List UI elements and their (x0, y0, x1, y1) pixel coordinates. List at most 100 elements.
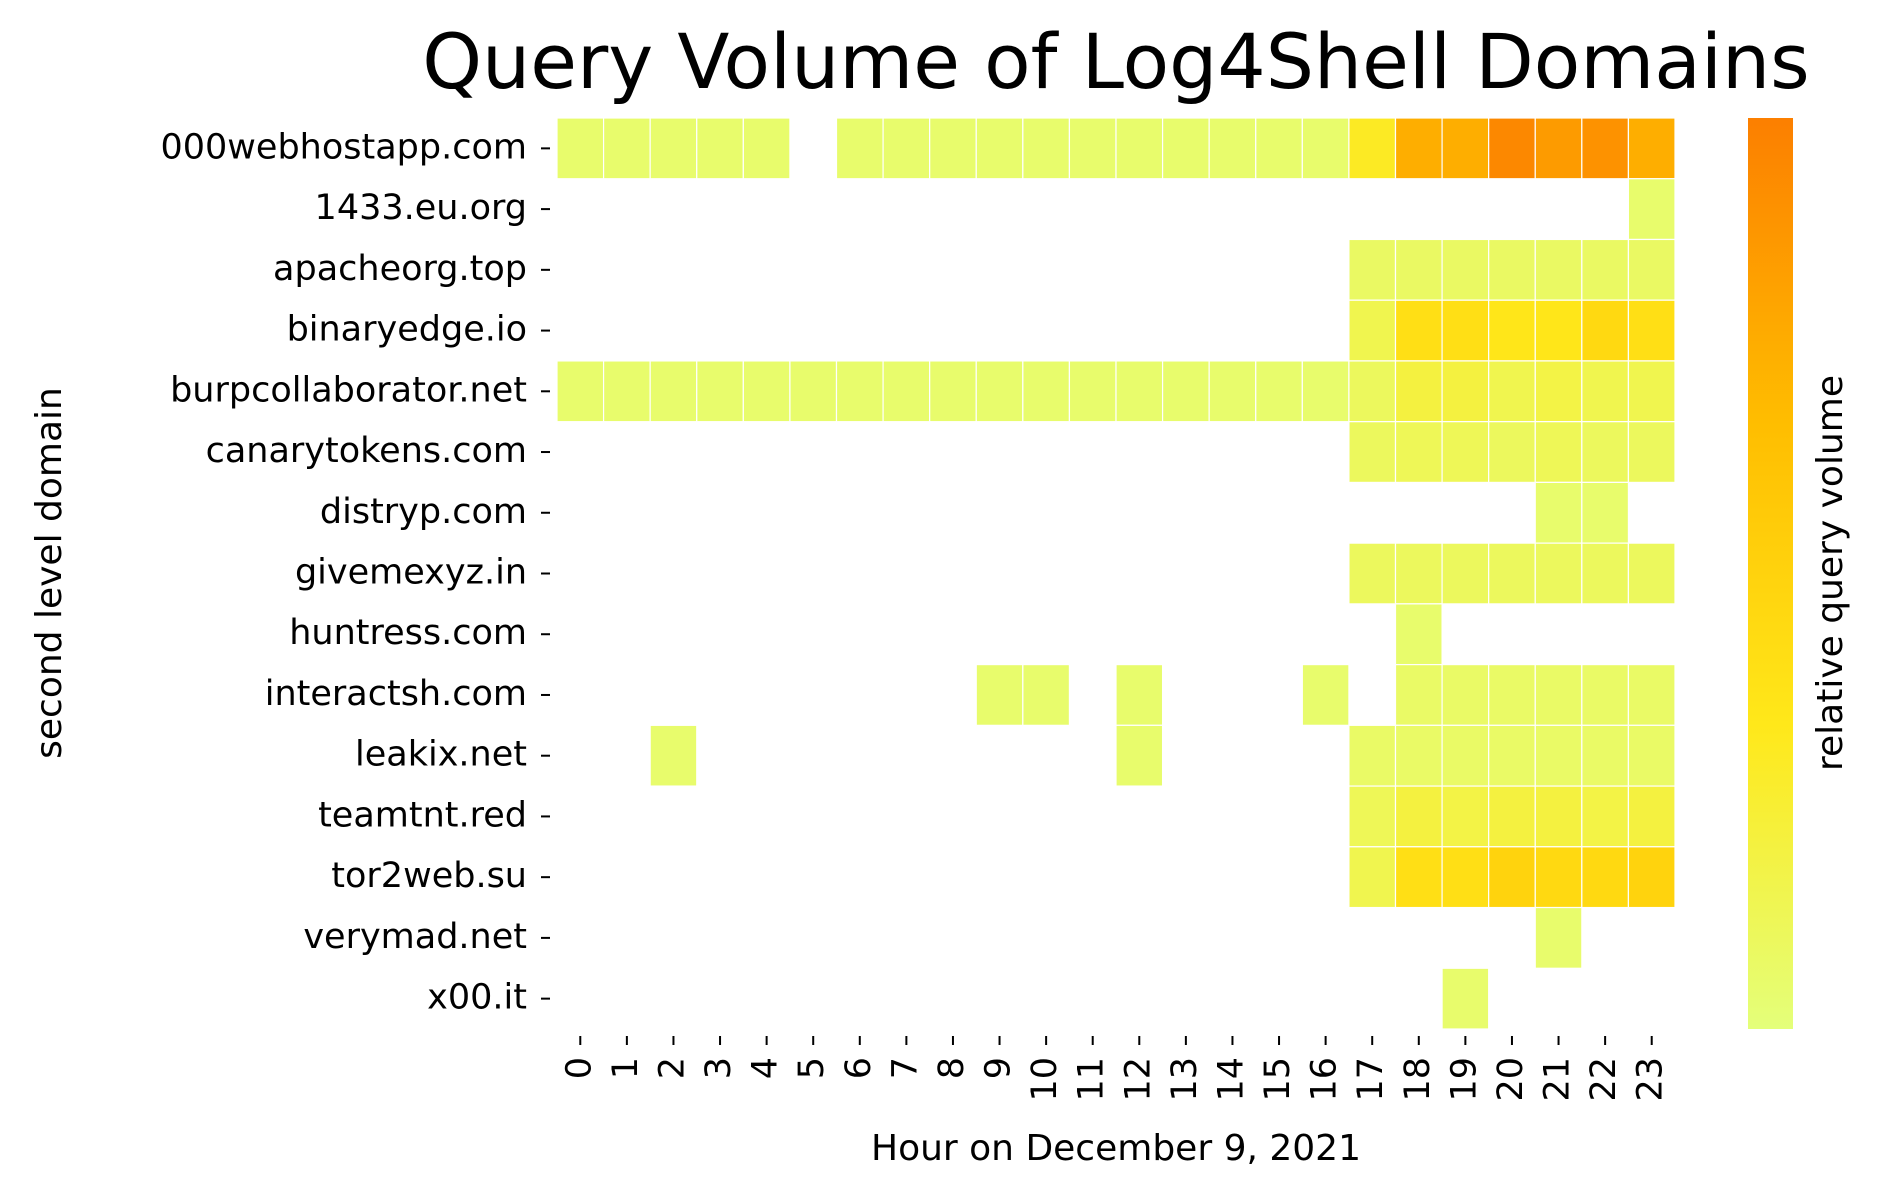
heatmap-cell (742, 117, 791, 180)
heatmap-cell (649, 724, 698, 787)
heatmap-cell (1627, 299, 1676, 362)
heatmap-cell (1348, 360, 1397, 423)
x-tick-label: 1 (606, 1057, 646, 1079)
x-tick-label: 19 (1444, 1057, 1484, 1102)
x-tick-label: 16 (1305, 1057, 1345, 1102)
heatmap-cell (1348, 542, 1397, 605)
heatmap-cell (1581, 238, 1630, 301)
heatmap-cell (1488, 299, 1536, 362)
heatmap-cell (929, 360, 977, 423)
x-tick-label: 15 (1258, 1057, 1298, 1102)
heatmap-cell (1581, 421, 1630, 483)
y-tick-label: tor2web.su (331, 856, 527, 896)
heatmap-cell (1441, 117, 1490, 180)
heatmap-cell (1161, 117, 1210, 180)
heatmap-cell (1255, 117, 1303, 180)
heatmap-cell (1534, 542, 1583, 605)
y-tick-label: teamtnt.red (318, 795, 527, 835)
colorbar-label: relative query volume (1810, 375, 1851, 771)
heatmap-cell (1441, 542, 1490, 605)
heatmap-cell (1441, 663, 1490, 726)
heatmap-cell (1394, 421, 1443, 483)
heatmap-cell (1394, 238, 1443, 301)
heatmap-cell (1115, 663, 1164, 726)
heatmap-cell (1068, 117, 1117, 180)
heatmap-cell (1534, 481, 1583, 544)
heatmap-cell (1394, 724, 1443, 787)
y-tick-label: x00.it (427, 978, 527, 1018)
heatmap-cell (1022, 663, 1071, 726)
heatmap-cell (1348, 299, 1397, 362)
heatmap-cell (1627, 178, 1676, 241)
heatmap-cell (1534, 299, 1583, 362)
heatmap-cell (1627, 785, 1676, 848)
heatmap-cell (1534, 906, 1583, 969)
heatmap-cell (696, 117, 744, 180)
heatmap-cell (975, 117, 1024, 180)
x-tick-label: 0 (559, 1057, 599, 1079)
y-axis-label: second level domain (29, 387, 70, 759)
x-tick-label: 3 (699, 1057, 739, 1079)
heatmap-cell (1488, 117, 1536, 180)
heatmap-cell (789, 360, 838, 423)
heatmap-cell (975, 663, 1024, 726)
heatmap-cell (835, 117, 884, 180)
heatmap-cell (1581, 481, 1630, 544)
heatmap-cell (602, 117, 651, 180)
colorbar (1748, 118, 1793, 1029)
heatmap-cell (1394, 542, 1443, 605)
heatmap-cell (1394, 846, 1443, 909)
x-tick-label: 8 (932, 1057, 972, 1079)
y-tick-label: binaryedge.io (287, 310, 527, 350)
heatmap-cell (649, 360, 698, 423)
heatmap-cell (1441, 238, 1490, 301)
heatmap-cell (1534, 724, 1583, 787)
heatmap-cell (1441, 846, 1490, 909)
heatmap-cell (1208, 360, 1257, 423)
heatmap-cell (1022, 360, 1071, 423)
heatmap-cell (1581, 299, 1630, 362)
heatmap-cell (1627, 846, 1676, 909)
heatmap-cell (556, 117, 605, 180)
heatmap-cell (1581, 846, 1630, 909)
heatmap-cell (835, 360, 884, 423)
x-tick-label: 11 (1072, 1057, 1112, 1102)
heatmap-cell (1208, 117, 1257, 180)
heatmap-cell (1394, 785, 1443, 848)
y-tick-label: leakix.net (355, 735, 527, 775)
heatmap-cell (1627, 421, 1676, 483)
heatmap-cell (1534, 360, 1583, 423)
heatmap-cell (1394, 603, 1443, 666)
x-tick-label: 14 (1211, 1057, 1251, 1102)
heatmap-cell (1488, 360, 1536, 423)
x-tick-label: 21 (1538, 1057, 1578, 1102)
chart-title: Query Volume of Log4Shell Domains (422, 17, 1810, 106)
heatmap-cell (1488, 421, 1536, 483)
heatmap-cell (1627, 663, 1676, 726)
heatmap-cell (1441, 421, 1490, 483)
x-axis-label: Hour on December 9, 2021 (871, 1128, 1361, 1169)
heatmap-cell (1488, 724, 1536, 787)
x-tick-label: 17 (1351, 1057, 1391, 1102)
heatmap-cell (1115, 360, 1164, 423)
heatmap-cell (1115, 724, 1164, 787)
heatmap-cell (1301, 117, 1350, 180)
heatmap-cell (1627, 117, 1676, 180)
heatmap-cell (1534, 238, 1583, 301)
heatmap-cell (602, 360, 651, 423)
heatmap-cell (1627, 542, 1676, 605)
heatmap-cell (1488, 238, 1536, 301)
x-tick-label: 2 (652, 1057, 692, 1079)
heatmap-cell (882, 360, 931, 423)
heatmap-cell (742, 360, 791, 423)
y-tick-label: huntress.com (289, 613, 527, 653)
heatmap-cell (556, 360, 605, 423)
y-tick-label: givemexyz.in (295, 553, 527, 593)
y-tick-label: 000webhostapp.com (161, 127, 528, 167)
heatmap-cell (1394, 663, 1443, 726)
heatmap-cell (1348, 785, 1397, 848)
heatmap-cell (1441, 360, 1490, 423)
heatmap-cell (1441, 299, 1490, 362)
heatmap-cell (929, 117, 977, 180)
